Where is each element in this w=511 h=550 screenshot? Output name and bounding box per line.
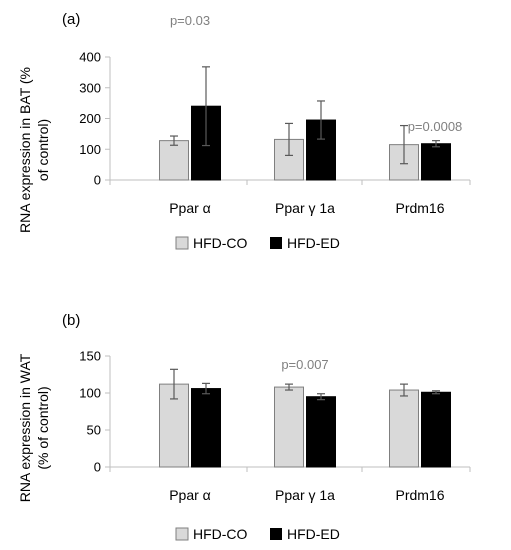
panel-b-y-tick-label: 150 (79, 349, 101, 364)
panel-b-label: (b) (62, 312, 80, 329)
panel-b-marks: 0 50 100 150 Ppar α Ppar γ 1a Prdm16 p=0.007 (79, 349, 471, 503)
panel-a-bar-hfd-co-0 (159, 140, 189, 181)
panel-a-p-value-annotation-1: p=0.0008 (408, 119, 463, 134)
panel-b-bar-hfd-co-1 (274, 386, 304, 468)
panel-b-category-label-0: Ppar α (169, 487, 211, 503)
panel-a-p-value-annotation-0: p=0.03 (170, 13, 210, 28)
panel-a-y-tick-label: 200 (79, 111, 101, 126)
panel-b-bar-hfd-ed-2 (421, 391, 451, 468)
panel-b-y-tick-label: 100 (79, 386, 101, 401)
panel-b-bar-hfd-ed-0 (191, 388, 221, 468)
panel-a-y-tick-label: 300 (79, 80, 101, 95)
panel-a: (a) RNA expression in BAT (% of control)… (17, 11, 471, 251)
panel-a-y-tick-label: 100 (79, 142, 101, 157)
panel-a-legend-swatch-hfd-co (175, 236, 189, 250)
panel-b-legend-hfd-ed: HFD-ED (287, 526, 340, 542)
panel-a-y-tick-label: 0 (94, 173, 101, 188)
panel-a-y-tick-label: 400 (79, 50, 101, 65)
panel-b-category-label-2: Prdm16 (395, 487, 444, 503)
panel-b-bar-hfd-ed-1 (306, 396, 336, 468)
panel-b-ylabel-line1: RNA expression in WAT (17, 353, 33, 502)
panel-b-legend-swatch-hfd-ed (270, 528, 282, 540)
panel-b-category-label-1: Ppar γ 1a (275, 487, 335, 503)
panel-a-label: (a) (62, 11, 80, 28)
panel-a-category-label-1: Ppar γ 1a (275, 200, 335, 216)
panel-a-ylabel-line2: of control) (35, 119, 51, 181)
panel-b-y-tick-label: 50 (87, 423, 101, 438)
panel-b-legend-swatch-hfd-co (175, 527, 189, 541)
panel-b-legend-hfd-co: HFD-CO (193, 526, 248, 542)
panel-b-p-value-annotation-0: p=0.007 (281, 357, 328, 372)
panel-a-ylabel-line1: RNA expression in BAT (% (17, 67, 33, 233)
panel-b: (b) RNA expression in WAT (% of control)… (17, 312, 471, 542)
panel-a-category-label-2: Prdm16 (395, 200, 444, 216)
panel-a-bar-hfd-ed-2 (421, 143, 451, 181)
panel-a-marks: 0 100 200 300 400 Ppar α Ppar γ 1a Prdm16 p=0.03… (79, 13, 471, 216)
panel-b-ylabel-line2: (% of control) (35, 386, 51, 469)
panel-a-category-label-0: Ppar α (169, 200, 211, 216)
panel-a-legend-hfd-ed: HFD-ED (287, 235, 340, 251)
panel-b-y-tick-label: 0 (94, 460, 101, 475)
panel-a-bar-hfd-co-1 (274, 138, 304, 181)
panel-b-bar-hfd-co-2 (389, 389, 419, 468)
panel-a-legend-hfd-co: HFD-CO (193, 235, 248, 251)
panel-a-legend-swatch-hfd-ed (270, 237, 282, 249)
